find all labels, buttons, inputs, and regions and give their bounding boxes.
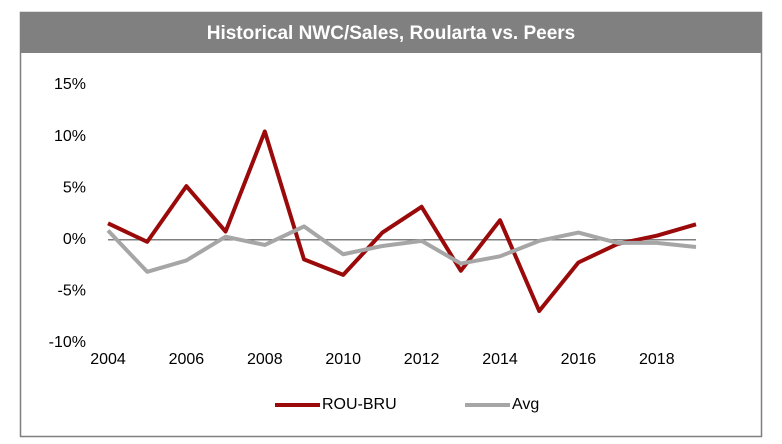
- x-tick-label: 2018: [639, 351, 675, 368]
- series-line: [107, 129, 697, 314]
- series-line: [106, 224, 697, 274]
- x-tick-label: 2010: [325, 351, 361, 368]
- x-tick-label: 2004: [90, 351, 126, 368]
- x-tick-label: 2006: [169, 351, 205, 368]
- x-tick-label: 2012: [404, 351, 440, 368]
- title-bar: [21, 13, 761, 53]
- legend-label: Avg: [512, 396, 539, 413]
- legend-label: ROU-BRU: [322, 396, 397, 413]
- y-tick-label: -10%: [49, 334, 86, 351]
- x-tick-label: 2016: [561, 351, 597, 368]
- y-tick-label: 10%: [54, 128, 86, 145]
- y-tick-label: -5%: [58, 283, 86, 300]
- x-tick-label: 2008: [247, 351, 283, 368]
- y-tick-label: 0%: [63, 231, 86, 248]
- y-tick-label: 15%: [54, 76, 86, 93]
- x-tick-label: 2014: [482, 351, 518, 368]
- chart-title: Historical NWC/Sales, Roularta vs. Peers: [207, 23, 576, 44]
- y-tick-label: 5%: [63, 179, 86, 196]
- frame: [19, 11, 763, 438]
